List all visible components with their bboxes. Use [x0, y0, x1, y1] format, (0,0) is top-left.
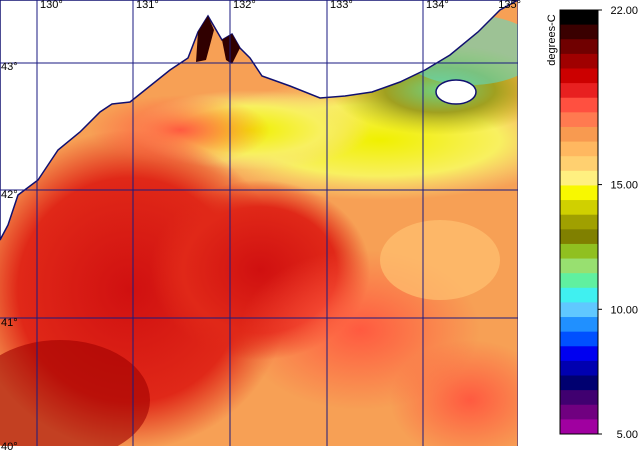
lon-label: 132° — [233, 0, 256, 11]
warm-coast — [196, 16, 240, 64]
lon-label: 134° — [426, 0, 449, 11]
lon-label: 135° — [498, 0, 521, 11]
lon-label: 130° — [40, 0, 63, 11]
colorbar-swatch — [560, 258, 598, 274]
graticule — [0, 0, 518, 446]
lon-label: 131° — [136, 0, 159, 11]
colorbar-swatch — [560, 229, 598, 245]
colorbar-swatch — [560, 24, 598, 40]
colorbar-swatch — [560, 156, 598, 172]
colorbar-swatch — [560, 346, 598, 362]
colorbar-tick-label: 22.00 — [610, 5, 638, 17]
colorbar-swatch — [560, 112, 598, 128]
colorbar-swatch — [560, 170, 598, 186]
colorbar-swatch — [560, 141, 598, 157]
labels: 130° 131° 132° 133° 134° 135° 43° 42° 41° 40° — [1, 0, 521, 453]
colorbar-swatch — [560, 360, 598, 377]
colorbar-swatch — [560, 97, 598, 113]
lon-label: 133° — [330, 0, 353, 11]
colorbar-tick-label: 10.00 — [610, 304, 638, 316]
colorbar-swatch — [560, 214, 598, 230]
colorbar-swatch — [560, 185, 598, 201]
island-area — [435, 79, 477, 105]
colorbar-swatch — [560, 302, 598, 318]
colorbar-swatch — [560, 53, 598, 69]
colorbar-swatch — [560, 200, 598, 216]
colorbar-title: degrees-C — [546, 14, 558, 65]
colorbar-tick-label: 5.00 — [617, 429, 638, 441]
colorbar: 22.00 15.00 10.00 5.00 — [559, 5, 638, 441]
colorbar-swatch — [560, 317, 598, 333]
colorbar-swatch — [560, 331, 598, 347]
colorbar-swatch — [560, 287, 598, 303]
colorbar-tick-label: 15.00 — [610, 180, 638, 192]
colorbar-swatch — [560, 390, 598, 406]
colorbar-swatch — [560, 419, 598, 435]
lat-label: 40° — [1, 441, 18, 453]
colorbar-swatch — [560, 273, 598, 289]
colorbar-swatch — [560, 83, 598, 99]
colorbar-swatch — [560, 68, 598, 84]
colorbar-swatch — [560, 404, 598, 420]
colorbar-swatch — [560, 375, 598, 391]
colorbar-frame — [559, 9, 599, 435]
sst-field — [0, 0, 518, 446]
lat-label: 41° — [1, 317, 18, 329]
lat-label: 43° — [1, 61, 18, 73]
lat-label: 42° — [1, 189, 18, 201]
colorbar-swatch — [560, 10, 598, 26]
colorbar-swatch — [560, 39, 598, 55]
colorbar-swatch — [560, 126, 598, 143]
colorbar-swatch — [560, 243, 598, 260]
